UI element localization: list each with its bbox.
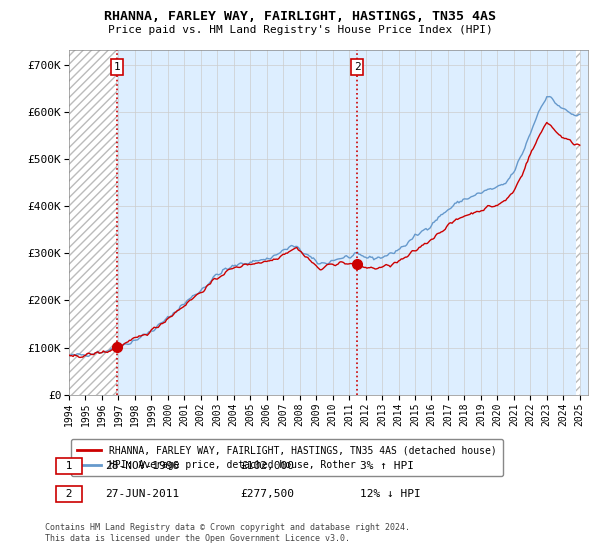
Text: 3% ↑ HPI: 3% ↑ HPI bbox=[360, 461, 414, 471]
Text: £277,500: £277,500 bbox=[240, 489, 294, 499]
Text: RHANNA, FARLEY WAY, FAIRLIGHT, HASTINGS, TN35 4AS: RHANNA, FARLEY WAY, FAIRLIGHT, HASTINGS,… bbox=[104, 10, 496, 23]
Text: 2: 2 bbox=[354, 62, 361, 72]
Text: Contains HM Land Registry data © Crown copyright and database right 2024.
This d: Contains HM Land Registry data © Crown c… bbox=[45, 524, 410, 543]
Text: 28-NOV-1996: 28-NOV-1996 bbox=[105, 461, 179, 471]
Text: 12% ↓ HPI: 12% ↓ HPI bbox=[360, 489, 421, 499]
Text: 2: 2 bbox=[59, 489, 79, 499]
Text: £102,000: £102,000 bbox=[240, 461, 294, 471]
Legend: RHANNA, FARLEY WAY, FAIRLIGHT, HASTINGS, TN35 4AS (detached house), HPI: Average: RHANNA, FARLEY WAY, FAIRLIGHT, HASTINGS,… bbox=[71, 439, 503, 476]
Text: 27-JUN-2011: 27-JUN-2011 bbox=[105, 489, 179, 499]
Text: Price paid vs. HM Land Registry's House Price Index (HPI): Price paid vs. HM Land Registry's House … bbox=[107, 25, 493, 35]
Text: 1: 1 bbox=[59, 461, 79, 471]
Text: 1: 1 bbox=[113, 62, 121, 72]
